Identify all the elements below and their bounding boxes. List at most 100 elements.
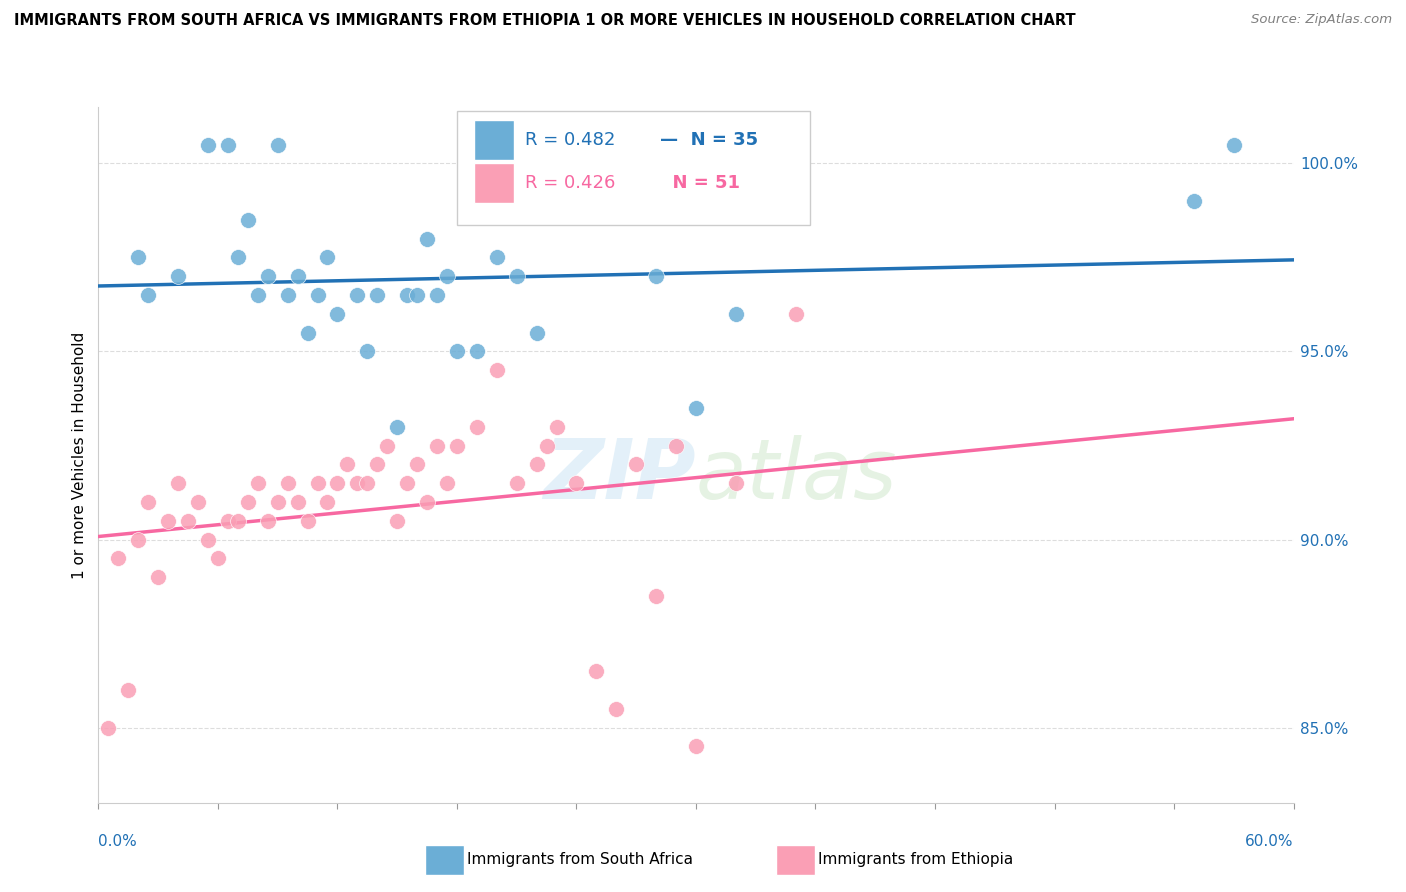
Point — [297, 514, 319, 528]
Point — [446, 438, 468, 452]
Point — [346, 288, 368, 302]
Point — [506, 269, 529, 284]
Text: Immigrants from South Africa: Immigrants from South Africa — [467, 853, 693, 867]
Point — [416, 232, 439, 246]
Point — [97, 721, 120, 735]
Point — [256, 269, 278, 284]
Point — [436, 269, 458, 284]
Point — [287, 495, 309, 509]
Point — [465, 419, 488, 434]
Point — [177, 514, 200, 528]
Point — [148, 570, 170, 584]
Text: N = 51: N = 51 — [661, 174, 740, 192]
Point — [485, 251, 508, 265]
Point — [217, 514, 239, 528]
Point — [197, 533, 219, 547]
Point — [385, 514, 409, 528]
Point — [1182, 194, 1205, 208]
Y-axis label: 1 or more Vehicles in Household: 1 or more Vehicles in Household — [72, 331, 87, 579]
Point — [267, 137, 290, 152]
Point — [277, 476, 299, 491]
Point — [785, 307, 807, 321]
Point — [236, 212, 259, 227]
Point — [346, 476, 368, 491]
Point — [267, 495, 290, 509]
FancyBboxPatch shape — [474, 162, 515, 203]
Text: Source: ZipAtlas.com: Source: ZipAtlas.com — [1251, 13, 1392, 27]
Point — [724, 307, 747, 321]
Text: R = 0.426: R = 0.426 — [524, 174, 616, 192]
Point — [117, 683, 139, 698]
Point — [226, 514, 249, 528]
Point — [465, 344, 488, 359]
Point — [685, 739, 707, 754]
Point — [157, 514, 180, 528]
Text: atlas: atlas — [696, 435, 897, 516]
Point — [626, 458, 648, 472]
Point — [256, 514, 278, 528]
Point — [605, 702, 627, 716]
Point — [167, 476, 190, 491]
Point — [396, 288, 419, 302]
Point — [336, 458, 359, 472]
Point — [436, 476, 458, 491]
Point — [506, 476, 529, 491]
Point — [277, 288, 299, 302]
Point — [246, 288, 269, 302]
Text: 60.0%: 60.0% — [1246, 834, 1294, 849]
Text: 0.0%: 0.0% — [98, 834, 138, 849]
Point — [326, 476, 349, 491]
Text: —  N = 35: — N = 35 — [661, 131, 758, 149]
Point — [385, 419, 409, 434]
Point — [485, 363, 508, 377]
Point — [446, 344, 468, 359]
Point — [136, 495, 159, 509]
Point — [187, 495, 209, 509]
Point — [396, 476, 419, 491]
Point — [326, 307, 349, 321]
Point — [287, 269, 309, 284]
Point — [316, 251, 339, 265]
Point — [236, 495, 259, 509]
Point — [297, 326, 319, 340]
Point — [246, 476, 269, 491]
Text: R = 0.482: R = 0.482 — [524, 131, 616, 149]
Point — [665, 438, 688, 452]
Point — [197, 137, 219, 152]
Point — [307, 476, 329, 491]
FancyBboxPatch shape — [474, 120, 515, 160]
Point — [645, 269, 668, 284]
Point — [406, 288, 429, 302]
Point — [207, 551, 229, 566]
FancyBboxPatch shape — [457, 111, 810, 226]
Point — [127, 533, 149, 547]
Point — [375, 438, 398, 452]
Point — [226, 251, 249, 265]
Point — [585, 664, 607, 678]
Text: ZIP: ZIP — [543, 435, 696, 516]
Point — [107, 551, 129, 566]
Point — [356, 344, 378, 359]
Text: IMMIGRANTS FROM SOUTH AFRICA VS IMMIGRANTS FROM ETHIOPIA 1 OR MORE VEHICLES IN H: IMMIGRANTS FROM SOUTH AFRICA VS IMMIGRAN… — [14, 13, 1076, 29]
Point — [685, 401, 707, 415]
Point — [526, 458, 548, 472]
Text: Immigrants from Ethiopia: Immigrants from Ethiopia — [818, 853, 1014, 867]
Point — [645, 589, 668, 603]
Point — [316, 495, 339, 509]
Point — [217, 137, 239, 152]
Point — [526, 326, 548, 340]
Point — [565, 476, 588, 491]
Point — [356, 476, 378, 491]
Point — [127, 251, 149, 265]
Point — [724, 476, 747, 491]
Point — [167, 269, 190, 284]
Point — [536, 438, 558, 452]
Point — [366, 458, 388, 472]
Point — [546, 419, 568, 434]
Point — [416, 495, 439, 509]
Point — [307, 288, 329, 302]
Point — [1222, 137, 1246, 152]
Point — [426, 288, 449, 302]
Point — [406, 458, 429, 472]
Point — [136, 288, 159, 302]
